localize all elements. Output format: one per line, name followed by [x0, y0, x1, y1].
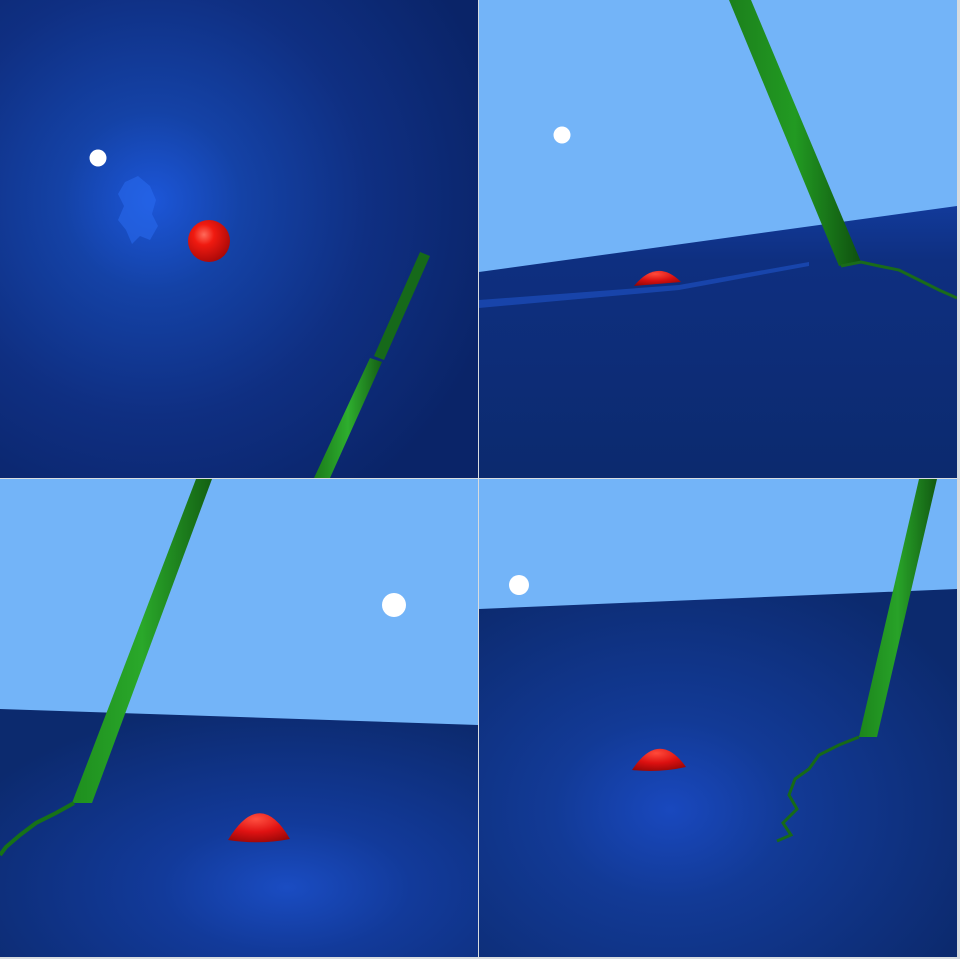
- scene-canvas-bottom-right: [479, 479, 957, 957]
- viewport-bottom-right[interactable]: [479, 479, 957, 957]
- viewport-divider-vertical: [478, 0, 479, 959]
- green-rod[interactable]: [72, 479, 212, 803]
- rod-reflection: [776, 735, 860, 843]
- rod-reflection: [840, 260, 957, 300]
- light-source[interactable]: [382, 593, 406, 617]
- water-highlight: [479, 262, 809, 308]
- green-rod-far: [374, 252, 430, 360]
- red-ball[interactable]: [228, 813, 290, 843]
- red-ball[interactable]: [634, 270, 681, 286]
- scene-canvas-top-right: [479, 0, 957, 478]
- light-source[interactable]: [89, 149, 107, 167]
- window-edge-right: [957, 0, 960, 959]
- green-rod[interactable]: [314, 358, 382, 478]
- green-rod[interactable]: [729, 0, 861, 266]
- light-source[interactable]: [553, 126, 571, 144]
- viewport-bottom-left[interactable]: [0, 479, 478, 957]
- water-surface: [0, 0, 478, 478]
- green-rod[interactable]: [859, 479, 937, 737]
- red-ball[interactable]: [632, 748, 686, 771]
- viewport-divider-horizontal: [0, 478, 960, 479]
- rod-reflection: [0, 801, 75, 857]
- window-edge-bottom: [0, 957, 960, 959]
- viewport-top-left[interactable]: [0, 0, 478, 478]
- scene-canvas-top-left: [0, 0, 478, 478]
- water-surface: [479, 589, 957, 957]
- water-surface: [479, 206, 957, 478]
- light-reflection: [118, 176, 158, 244]
- light-source[interactable]: [509, 575, 529, 595]
- viewport-top-right[interactable]: [479, 0, 957, 478]
- scene-canvas-bottom-left: [0, 479, 478, 957]
- red-ball[interactable]: [188, 220, 230, 262]
